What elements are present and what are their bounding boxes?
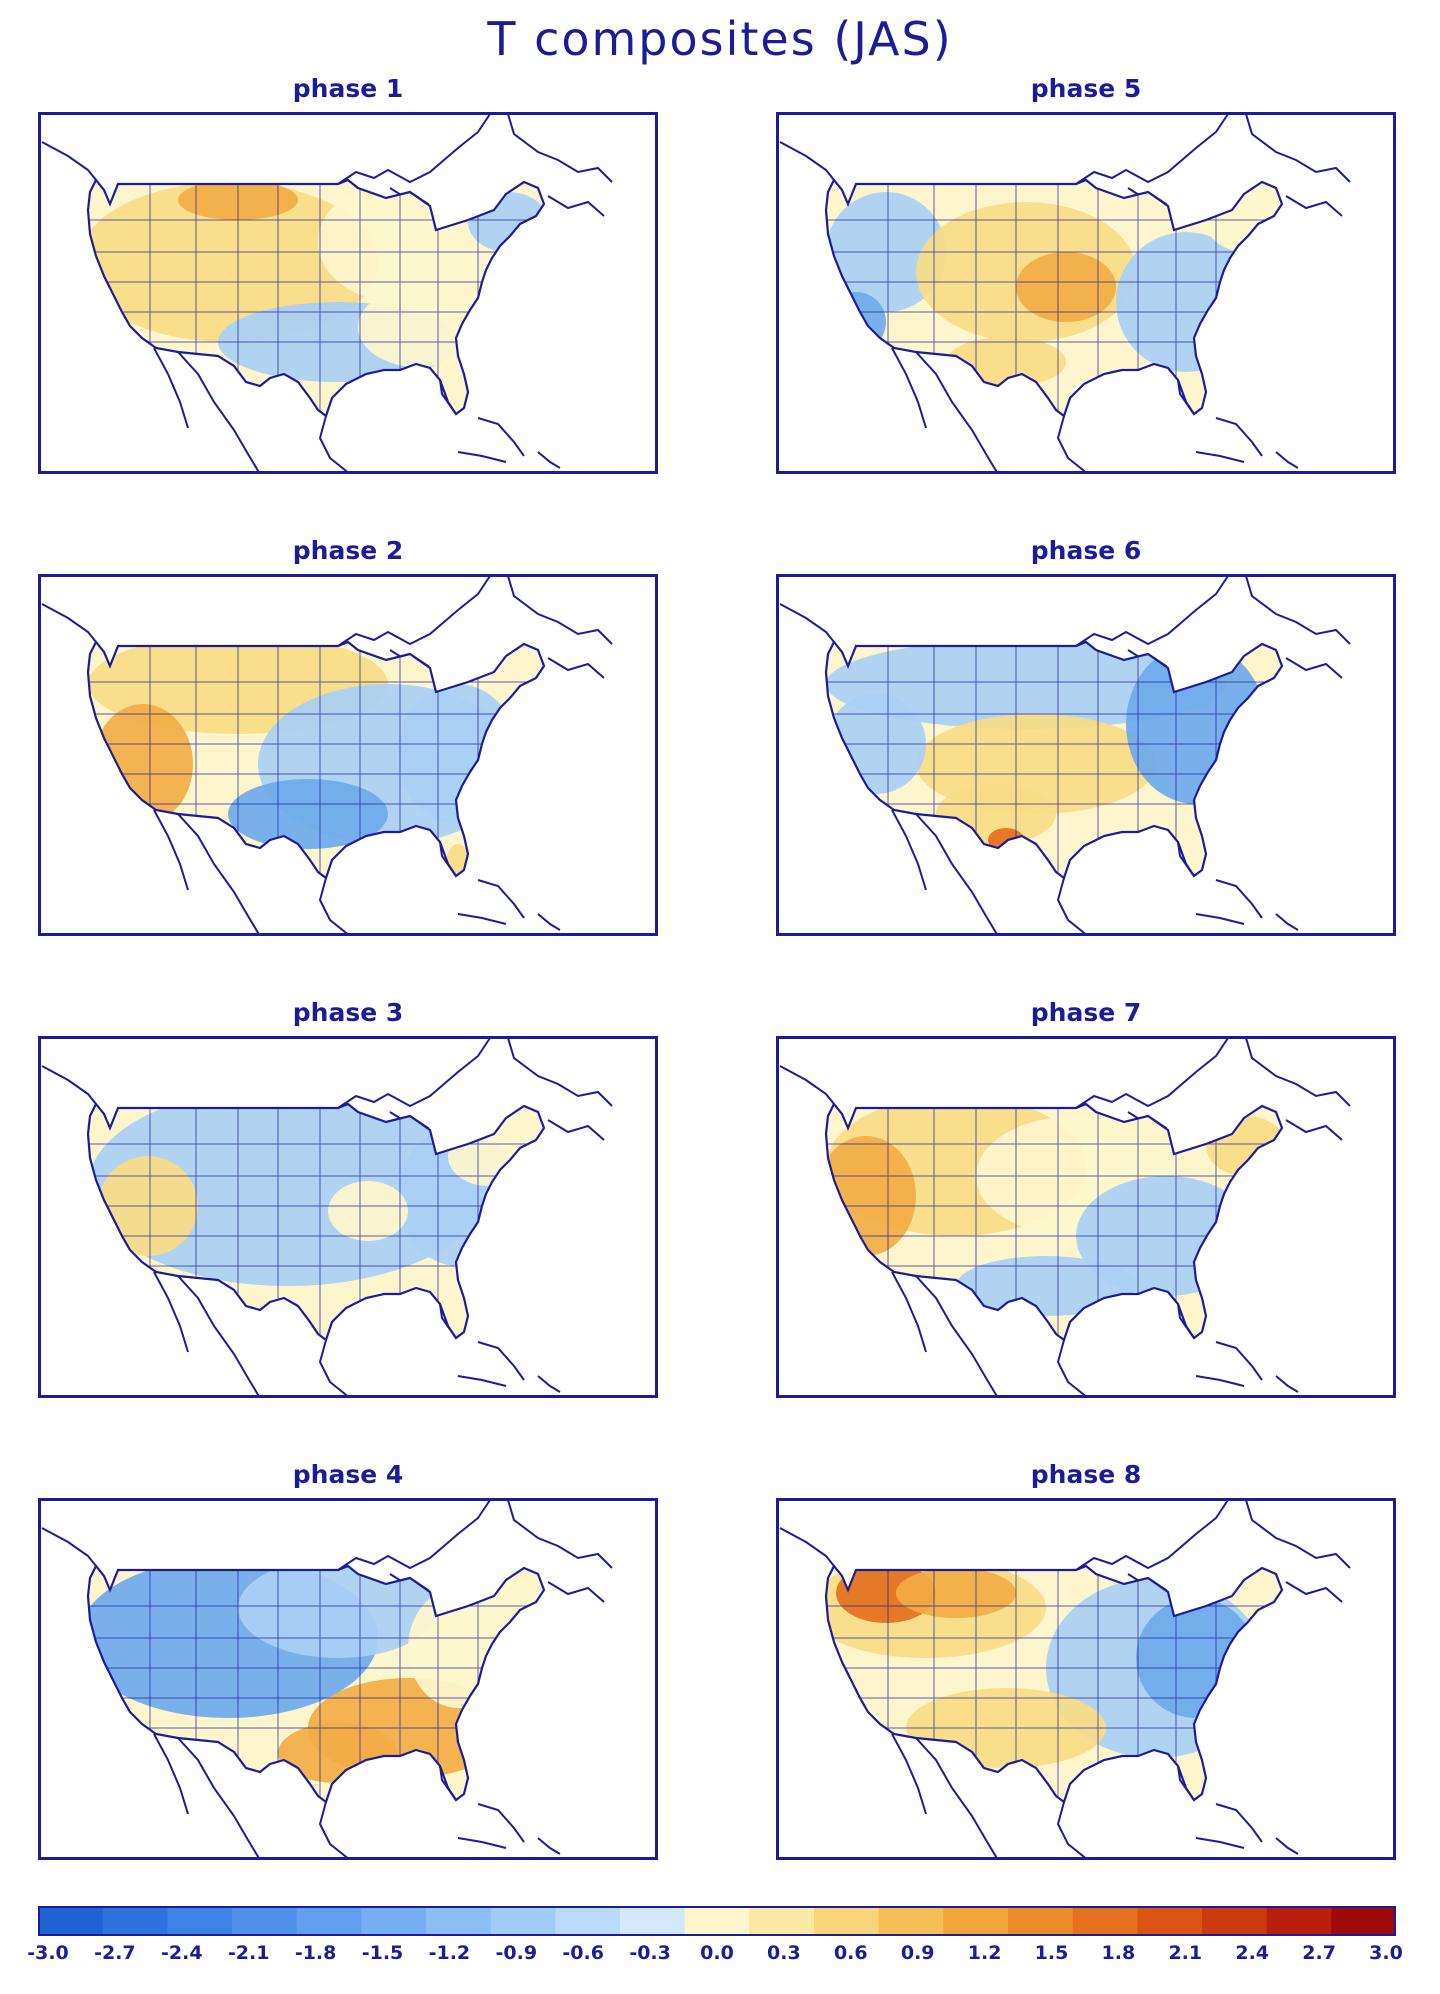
figure-title: T composites (JAS) <box>487 12 953 66</box>
colorbar-swatch <box>426 1907 492 1935</box>
panel-title: phase 3 <box>292 998 404 1027</box>
colorbar-label: 2.1 <box>1168 1942 1203 1964</box>
colorbar-swatch <box>555 1907 621 1935</box>
map-panel-phase-4: phase 4 <box>38 1460 658 1860</box>
colorbar-swatch <box>361 1907 427 1935</box>
colorbar-label: -2.1 <box>227 1942 270 1964</box>
panel-title: phase 5 <box>1030 74 1142 103</box>
panel-title: phase 8 <box>1030 1460 1142 1489</box>
colorbar-swatch <box>1331 1907 1396 1935</box>
colorbar-swatches <box>38 1906 1396 1936</box>
colorbar-label: 0.0 <box>700 1942 734 1964</box>
colorbar-swatch <box>490 1907 556 1935</box>
colorbar-swatch <box>878 1907 944 1935</box>
colorbar-swatch <box>684 1907 750 1935</box>
panel-title: phase 1 <box>292 74 404 103</box>
map-phase-2 <box>38 574 658 936</box>
map-panel-phase-3: phase 3 <box>38 998 658 1398</box>
map-phase-7 <box>776 1036 1396 1398</box>
colorbar-swatch <box>38 1907 104 1935</box>
colorbar-swatch <box>296 1907 362 1935</box>
map-phase-5 <box>776 112 1396 474</box>
colorbar-label: 0.9 <box>900 1942 935 1964</box>
map-panel-phase-1: phase 1 <box>38 74 658 474</box>
colorbar-labels: -3.0 -2.7 -2.4 -2.1 -1.8 -1.5 -1.2 -0.9 -0.6 -0.3… <box>27 1942 1403 1972</box>
colorbar-label: -0.3 <box>629 1942 671 1964</box>
map-panel-phase-8: phase 8 <box>776 1460 1396 1860</box>
colorbar-swatch <box>1008 1907 1074 1935</box>
map-phase-3 <box>38 1036 658 1398</box>
colorbar-swatch <box>620 1907 686 1935</box>
colorbar-label: -0.9 <box>495 1942 538 1964</box>
colorbar-swatch <box>232 1907 298 1935</box>
colorbar-label: 0.3 <box>767 1942 801 1964</box>
colorbar-swatch <box>1266 1907 1332 1935</box>
panel-title: phase 6 <box>1030 536 1142 565</box>
map-phase-1 <box>38 112 658 474</box>
colorbar-label: 0.6 <box>833 1942 868 1964</box>
colorbar-label: 3.0 <box>1369 1942 1403 1964</box>
colorbar-label: -1.8 <box>294 1942 337 1964</box>
colorbar-label: -2.7 <box>94 1942 136 1964</box>
map-phase-4 <box>38 1498 658 1860</box>
panel-title: phase 2 <box>292 536 404 565</box>
colorbar-label: 1.2 <box>967 1942 1002 1964</box>
map-panel-phase-7: phase 7 <box>776 998 1396 1398</box>
colorbar-label: -0.6 <box>562 1942 604 1964</box>
map-phase-6 <box>776 574 1396 936</box>
panel-title: phase 4 <box>292 1460 404 1489</box>
colorbar-label: -2.4 <box>161 1942 203 1964</box>
colorbar-swatch <box>1137 1907 1203 1935</box>
colorbar-label: -1.5 <box>361 1942 404 1964</box>
colorbar-label: -3.0 <box>27 1942 69 1964</box>
map-panel-phase-5: phase 5 <box>776 74 1396 474</box>
colorbar-label: 2.4 <box>1235 1942 1270 1964</box>
colorbar-label: -1.2 <box>428 1942 471 1964</box>
colorbar-swatch <box>1072 1907 1138 1935</box>
panel-title: phase 7 <box>1030 998 1142 1027</box>
colorbar-label: 1.8 <box>1101 1942 1136 1964</box>
colorbar-label: 1.5 <box>1034 1942 1069 1964</box>
colorbar-swatch <box>749 1907 815 1935</box>
colorbar-label: 2.7 <box>1302 1942 1336 1964</box>
colorbar-swatch <box>167 1907 233 1935</box>
colorbar-swatch <box>1202 1907 1268 1935</box>
colorbar-swatch <box>102 1907 168 1935</box>
map-panel-phase-6: phase 6 <box>776 536 1396 936</box>
colorbar-swatch <box>814 1907 880 1935</box>
map-phase-8 <box>776 1498 1396 1860</box>
colorbar-swatch <box>943 1907 1009 1935</box>
colorbar <box>38 1906 1396 1936</box>
map-panel-phase-2: phase 2 <box>38 536 658 936</box>
